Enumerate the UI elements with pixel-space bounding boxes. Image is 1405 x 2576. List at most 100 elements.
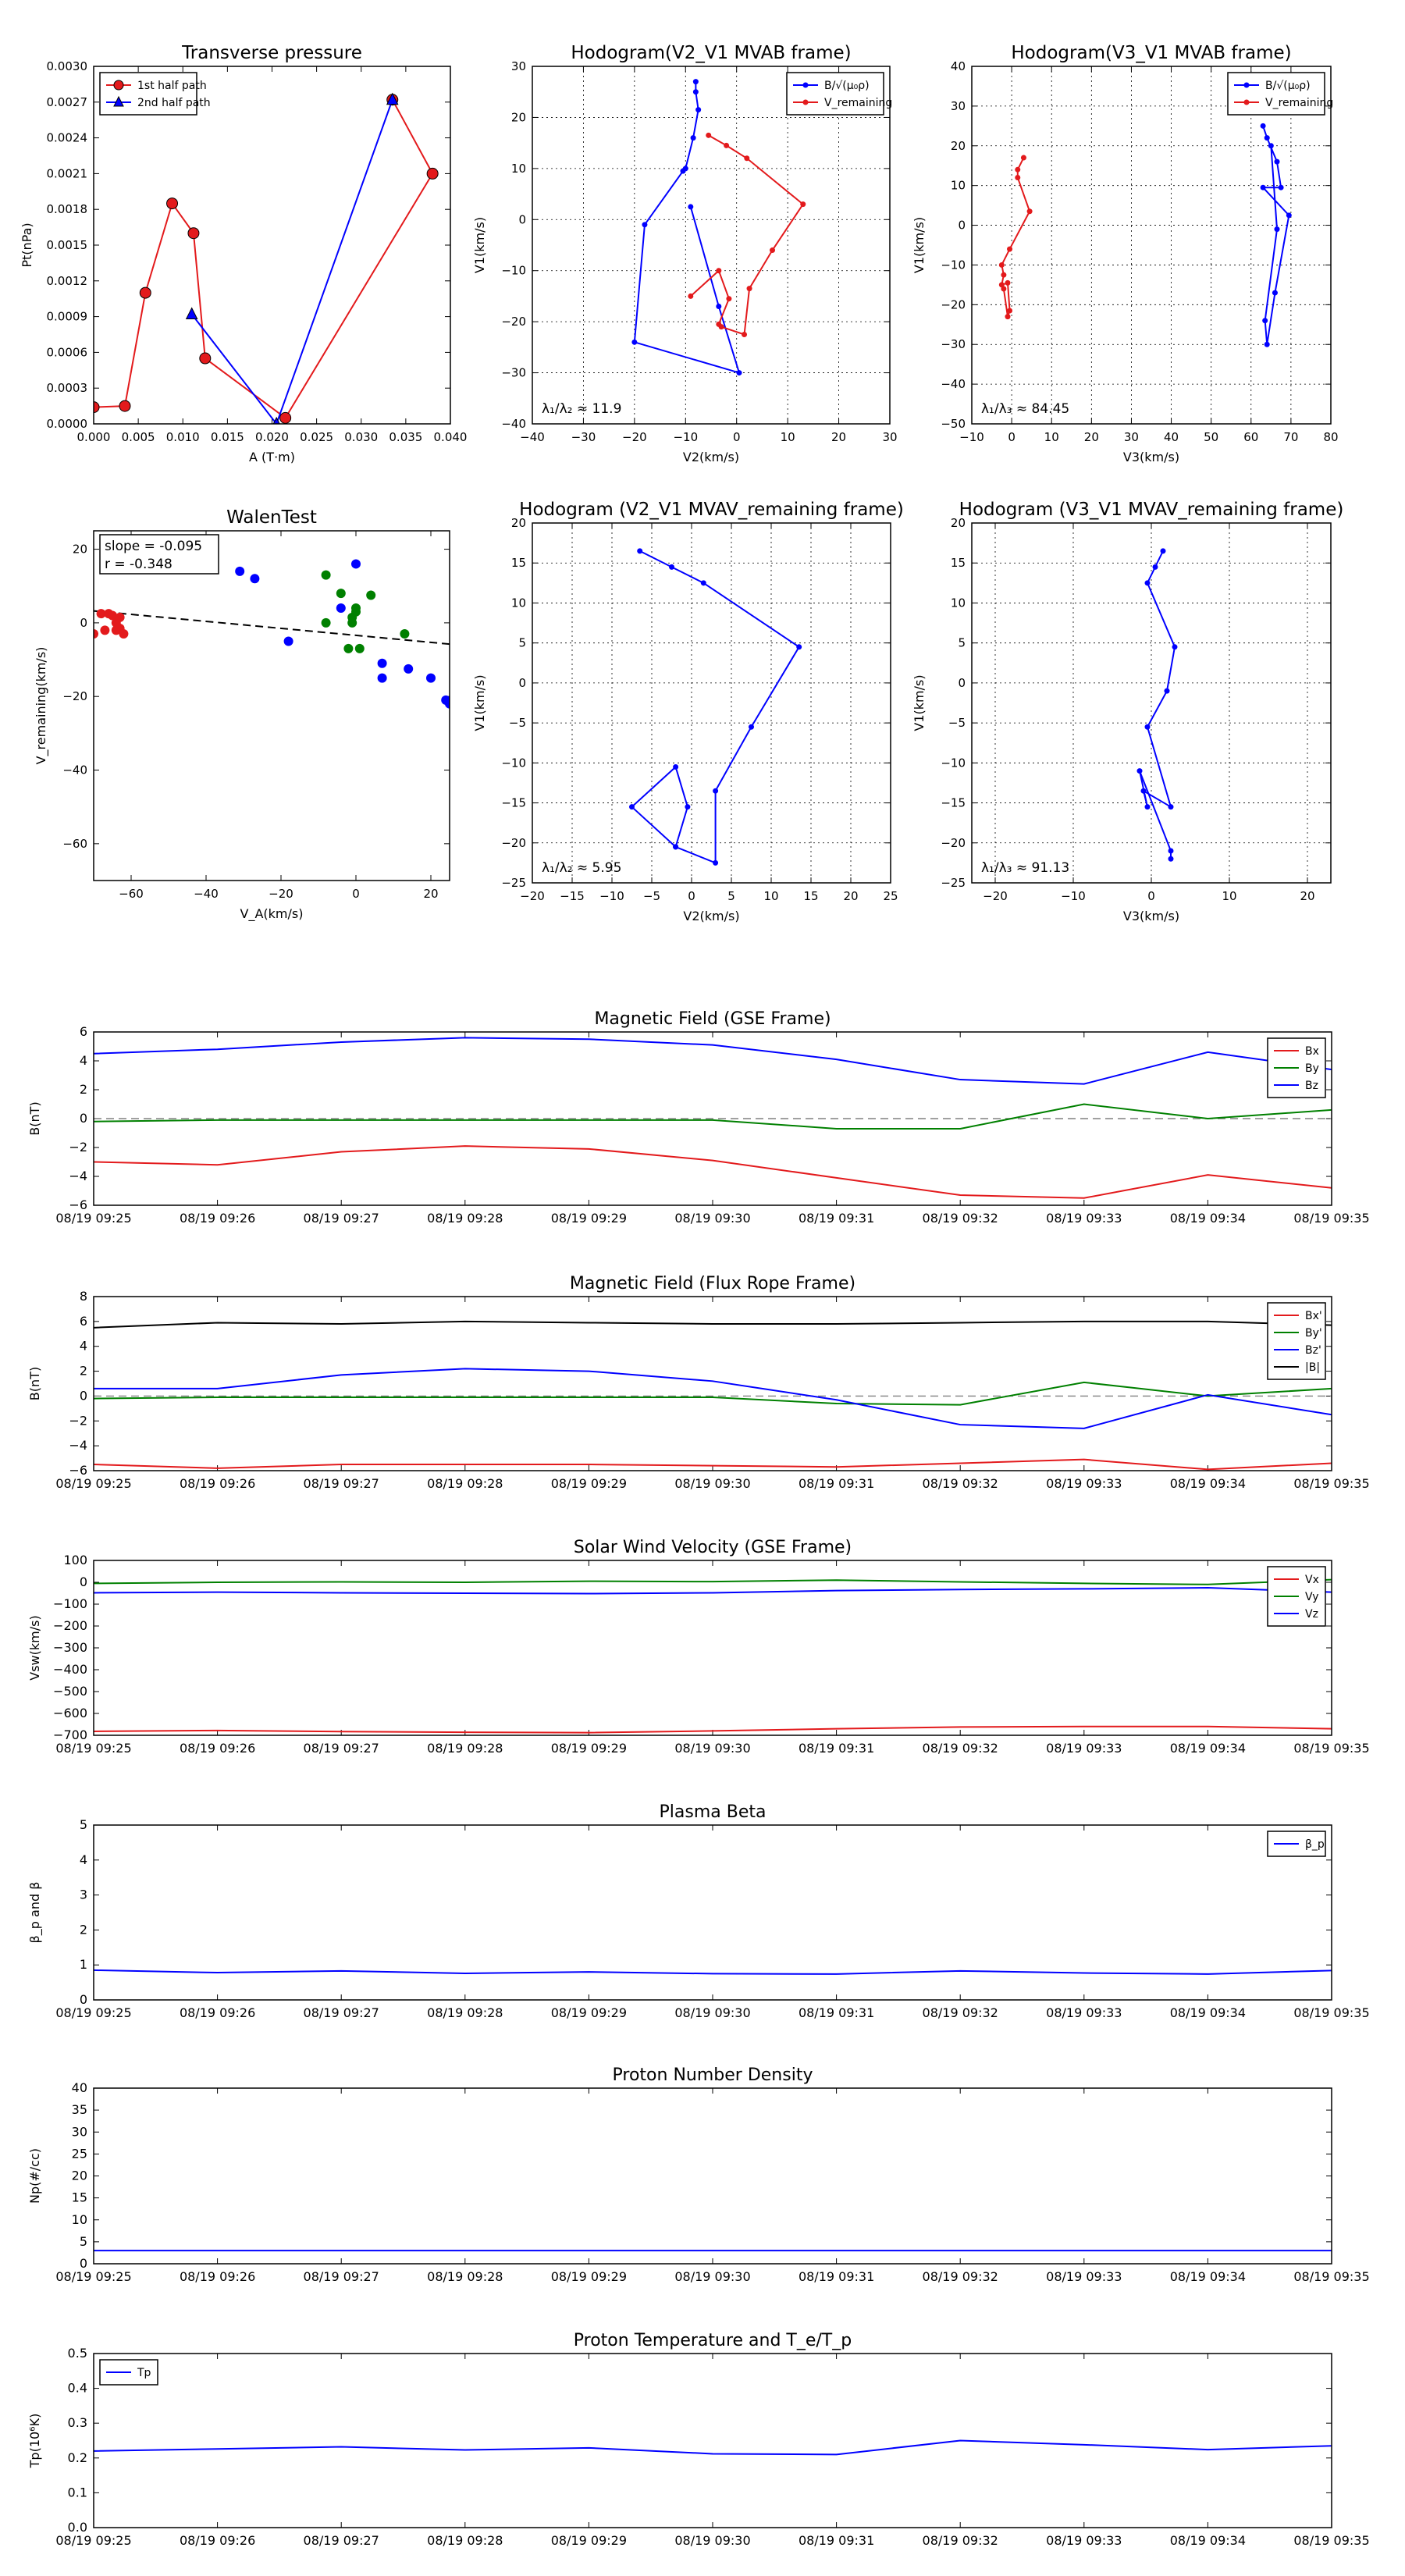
y-tick-label: 0: [958, 676, 966, 690]
legend-marker: [1243, 99, 1250, 105]
x-tick-label: 08/19 09:28: [427, 2005, 503, 2020]
y-tick-label: 20: [951, 139, 966, 153]
series-line-Vz: [94, 1586, 1332, 1595]
y-axis-label: Pt(nPa): [20, 222, 34, 267]
series-group: [629, 548, 802, 866]
x-tick-label: 08/19 09:35: [1293, 1476, 1369, 1491]
y-axis-label: B(nT): [27, 1101, 42, 1135]
data-point: [1168, 856, 1174, 862]
y-tick-label: 20: [511, 110, 526, 124]
data-point: [377, 673, 387, 683]
data-point: [1026, 208, 1033, 215]
plot-frame: [971, 522, 1332, 884]
y-tick-label: −5: [509, 716, 526, 730]
x-tick-label: 80: [1323, 430, 1338, 444]
plot-frame: [93, 530, 450, 881]
legend-label: V_remaining: [1265, 97, 1333, 109]
series-line-0: [1139, 550, 1176, 859]
x-tick-label: 5: [727, 889, 735, 903]
data-point: [336, 603, 346, 614]
x-tick-label: 0: [733, 430, 741, 444]
x-tick-label: 08/19 09:34: [1170, 1476, 1246, 1491]
chart-title: Solar Wind Velocity (GSE Frame): [574, 1538, 852, 1557]
x-tick-label: 08/19 09:31: [799, 1741, 874, 1756]
x-tick-label: 08/19 09:28: [427, 1476, 503, 1491]
y-tick-label: −30: [501, 366, 526, 380]
y-tick-label: 10: [951, 596, 966, 610]
ratio-annotation: λ₁/λ₃ ≈ 91.13: [981, 860, 1069, 876]
data-point: [1160, 548, 1166, 554]
x-tick-label: 08/19 09:27: [304, 2269, 379, 2284]
legend-box: [786, 72, 884, 116]
plot-frame: [93, 2087, 1332, 2265]
x-tick-label: 08/19 09:29: [551, 2533, 627, 2548]
data-point: [377, 658, 387, 668]
plot-area: [94, 66, 450, 424]
legend-marker: [113, 95, 124, 107]
y-tick-label: 100: [63, 1553, 87, 1567]
x-tick-label: 10: [1222, 889, 1236, 903]
x-tick-label: 0.030: [344, 430, 378, 444]
x-tick-label: 0.000: [77, 430, 111, 444]
legend-label: β_p: [1305, 1838, 1325, 1851]
y-tick-label: 0.0000: [47, 417, 88, 431]
y-tick-label: −2: [69, 1413, 87, 1428]
data-point-circle: [199, 352, 212, 365]
y-axis-label: V1(km/s): [472, 674, 487, 731]
data-point: [321, 570, 331, 580]
y-tick-label: −700: [53, 1727, 87, 1742]
legend-label: Bx': [1305, 1310, 1322, 1322]
ratio-annotation: λ₁/λ₂ ≈ 11.9: [542, 401, 621, 417]
x-tick-label: 08/19 09:26: [180, 1476, 255, 1491]
data-point: [742, 332, 748, 337]
chart-panel-2: −10 0 10 20 30 40 50 60 70 80 −50 −40 −30 −20 −10 0 10 20…: [912, 43, 1339, 464]
data-point: [695, 107, 702, 113]
y-tick-label: 1: [80, 1957, 87, 1972]
x-axis-label: V2(km/s): [683, 909, 739, 923]
x-tick-label: 08/19 09:30: [674, 1211, 750, 1226]
x-tick-label: −40: [194, 887, 219, 901]
series-line-Tp: [94, 2439, 1332, 2456]
y-axis-label: V_remaining(km/s): [34, 647, 49, 765]
y-tick-label: 20: [73, 543, 87, 557]
chart-panel-9: 08/19 09:25 08/19 09:26 08/19 09:27 08/19 0…: [27, 1802, 1370, 2020]
y-axis-label: β_p and β: [27, 1882, 43, 1944]
x-tick-label: −15: [560, 889, 585, 903]
series-group: [1136, 548, 1178, 862]
series-group: [94, 559, 450, 709]
data-point: [1262, 318, 1268, 324]
y-tick-label: −200: [53, 1618, 87, 1633]
data-point: [1015, 174, 1021, 180]
plot-area: [94, 2088, 1332, 2264]
data-point: [115, 612, 125, 622]
y-tick-label: 40: [72, 2080, 87, 2095]
y-tick-label: −600: [53, 1706, 87, 1720]
x-tick-label: 08/19 09:29: [551, 2005, 627, 2020]
x-tick-label: 08/19 09:33: [1046, 2533, 1122, 2548]
y-tick-label: 0.0018: [47, 202, 88, 216]
data-point: [445, 699, 450, 709]
chart-title: Proton Number Density: [613, 2065, 813, 2085]
x-tick-label: −30: [571, 430, 596, 444]
x-tick-label: 50: [1204, 430, 1218, 444]
y-tick-label: 10: [511, 596, 526, 610]
x-tick-label: 08/19 09:35: [1293, 2533, 1369, 2548]
x-tick-label: −10: [599, 889, 624, 903]
chart-panel-11: 08/19 09:25 08/19 09:26 08/19 09:27 08/19 0…: [27, 2331, 1370, 2548]
y-tick-label: −20: [62, 689, 87, 703]
series-group: [94, 92, 439, 424]
x-tick-label: 08/19 09:32: [923, 1476, 998, 1491]
y-tick-label: 4: [80, 1852, 87, 1867]
x-axis-label: V_A(km/s): [240, 906, 304, 922]
data-point: [1260, 184, 1266, 190]
x-tick-label: 08/19 09:29: [551, 2269, 627, 2284]
plot-area: [532, 523, 891, 883]
y-tick-label: 0.0015: [47, 238, 88, 252]
data-point: [716, 321, 722, 327]
y-tick-label: 0: [80, 2256, 87, 2271]
x-tick-label: 08/19 09:28: [427, 2269, 503, 2284]
x-tick-label: −10: [959, 430, 984, 444]
data-point: [1015, 166, 1021, 173]
plot-frame: [93, 66, 451, 425]
y-tick-label: 0.0024: [47, 131, 88, 145]
